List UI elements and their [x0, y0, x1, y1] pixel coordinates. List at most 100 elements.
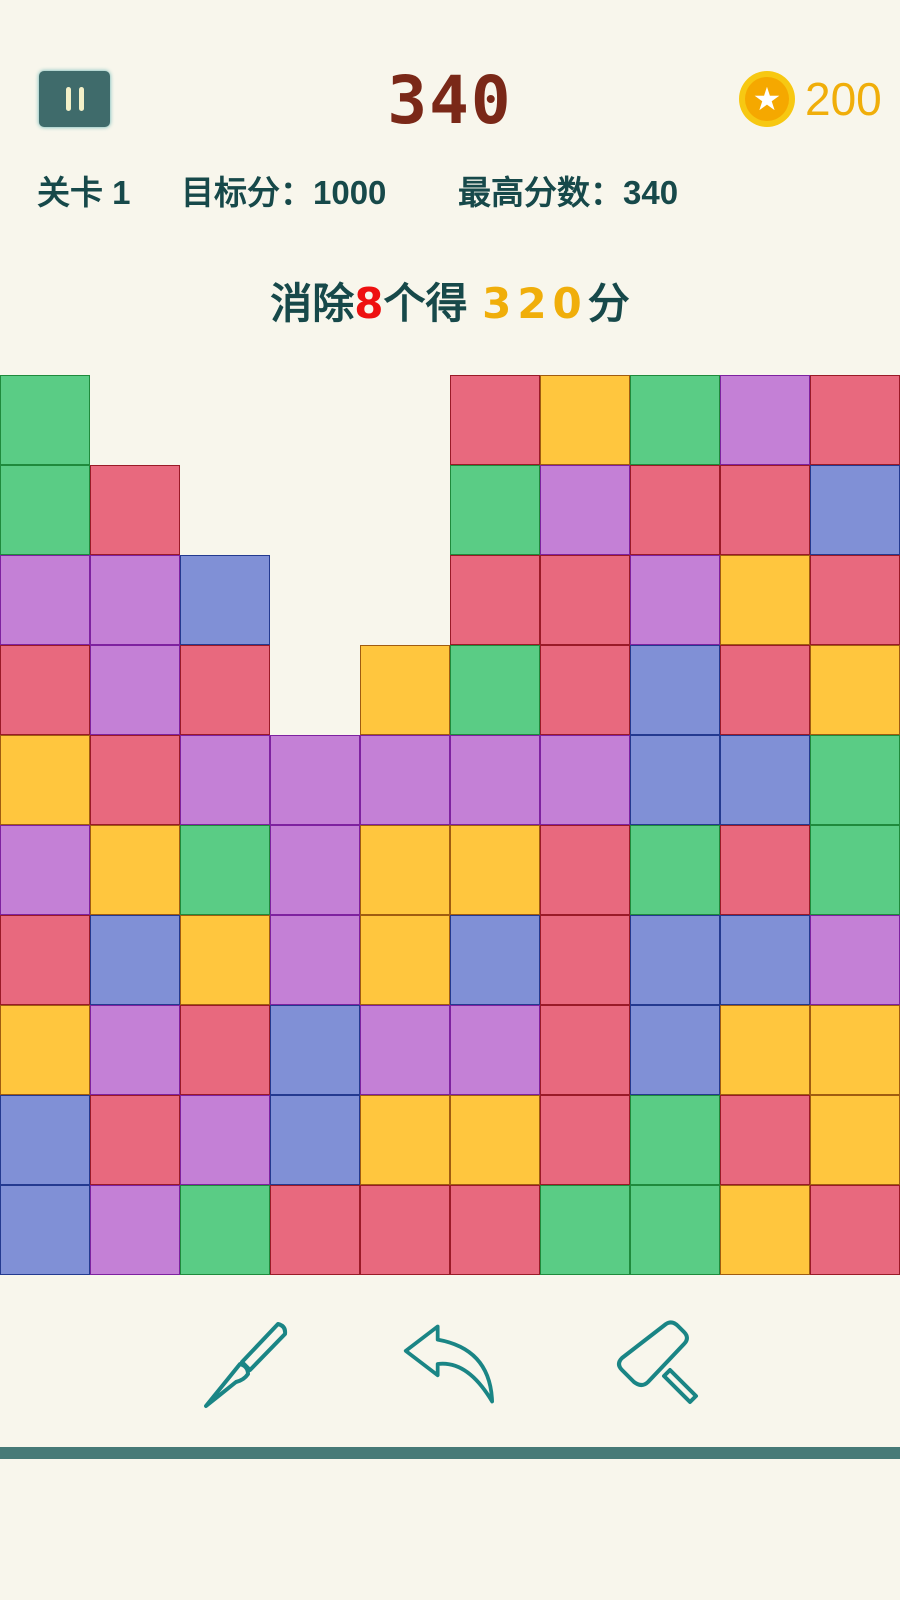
block-yellow[interactable] [180, 915, 270, 1005]
block-green[interactable] [810, 825, 900, 915]
block-blue[interactable] [450, 915, 540, 1005]
block-red[interactable] [450, 555, 540, 645]
block-red[interactable] [360, 1185, 450, 1275]
game-board [0, 375, 900, 1275]
block-red[interactable] [630, 465, 720, 555]
block-yellow[interactable] [720, 1185, 810, 1275]
block-blue[interactable] [0, 1095, 90, 1185]
block-purple[interactable] [540, 735, 630, 825]
block-purple[interactable] [450, 1005, 540, 1095]
block-yellow[interactable] [90, 825, 180, 915]
pause-button[interactable] [39, 71, 110, 127]
block-purple[interactable] [90, 645, 180, 735]
block-green[interactable] [810, 735, 900, 825]
block-red[interactable] [90, 465, 180, 555]
block-red[interactable] [720, 645, 810, 735]
block-red[interactable] [810, 375, 900, 465]
block-blue[interactable] [630, 1005, 720, 1095]
block-yellow[interactable] [450, 825, 540, 915]
block-blue[interactable] [270, 1095, 360, 1185]
block-blue[interactable] [810, 465, 900, 555]
hint-points: 320 [482, 279, 588, 328]
block-green[interactable] [0, 465, 90, 555]
block-purple[interactable] [540, 465, 630, 555]
block-purple[interactable] [810, 915, 900, 1005]
block-purple[interactable] [180, 1095, 270, 1185]
block-red[interactable] [810, 555, 900, 645]
block-red[interactable] [720, 825, 810, 915]
block-red[interactable] [540, 1095, 630, 1185]
block-red[interactable] [540, 1005, 630, 1095]
block-purple[interactable] [0, 825, 90, 915]
block-red[interactable] [540, 915, 630, 1005]
block-yellow[interactable] [360, 1095, 450, 1185]
block-green[interactable] [630, 375, 720, 465]
block-purple[interactable] [90, 555, 180, 645]
current-score: 340 [387, 62, 513, 139]
block-red[interactable] [180, 645, 270, 735]
block-yellow[interactable] [810, 645, 900, 735]
block-purple[interactable] [450, 735, 540, 825]
block-purple[interactable] [0, 555, 90, 645]
block-yellow[interactable] [360, 645, 450, 735]
block-red[interactable] [540, 555, 630, 645]
star-coin-icon: ★ [739, 71, 795, 127]
block-red[interactable] [90, 1095, 180, 1185]
block-red[interactable] [450, 1185, 540, 1275]
block-yellow[interactable] [0, 735, 90, 825]
undo-icon[interactable] [402, 1318, 494, 1410]
hammer-icon[interactable] [612, 1318, 704, 1410]
block-red[interactable] [540, 825, 630, 915]
block-green[interactable] [180, 825, 270, 915]
block-red[interactable] [450, 375, 540, 465]
block-purple[interactable] [180, 735, 270, 825]
block-purple[interactable] [270, 735, 360, 825]
block-purple[interactable] [360, 1005, 450, 1095]
block-yellow[interactable] [810, 1005, 900, 1095]
block-blue[interactable] [270, 1005, 360, 1095]
block-blue[interactable] [0, 1185, 90, 1275]
block-purple[interactable] [90, 1185, 180, 1275]
block-blue[interactable] [630, 735, 720, 825]
block-red[interactable] [90, 735, 180, 825]
block-green[interactable] [630, 1095, 720, 1185]
block-yellow[interactable] [450, 1095, 540, 1185]
block-green[interactable] [540, 1185, 630, 1275]
hint-middle: 个得 [383, 279, 468, 328]
block-blue[interactable] [630, 915, 720, 1005]
block-green[interactable] [450, 645, 540, 735]
block-blue[interactable] [180, 555, 270, 645]
block-red[interactable] [0, 915, 90, 1005]
block-green[interactable] [450, 465, 540, 555]
block-yellow[interactable] [0, 1005, 90, 1095]
block-blue[interactable] [720, 915, 810, 1005]
block-green[interactable] [630, 825, 720, 915]
block-green[interactable] [0, 375, 90, 465]
block-yellow[interactable] [720, 555, 810, 645]
block-blue[interactable] [90, 915, 180, 1005]
block-red[interactable] [180, 1005, 270, 1095]
brush-icon[interactable] [200, 1318, 292, 1410]
block-red[interactable] [810, 1185, 900, 1275]
block-purple[interactable] [270, 915, 360, 1005]
block-purple[interactable] [630, 555, 720, 645]
block-yellow[interactable] [540, 375, 630, 465]
block-purple[interactable] [720, 375, 810, 465]
block-yellow[interactable] [360, 825, 450, 915]
block-red[interactable] [0, 645, 90, 735]
block-blue[interactable] [720, 735, 810, 825]
block-blue[interactable] [630, 645, 720, 735]
block-purple[interactable] [360, 735, 450, 825]
block-yellow[interactable] [810, 1095, 900, 1185]
block-yellow[interactable] [360, 915, 450, 1005]
block-yellow[interactable] [720, 1005, 810, 1095]
block-purple[interactable] [90, 1005, 180, 1095]
block-purple[interactable] [270, 825, 360, 915]
block-green[interactable] [630, 1185, 720, 1275]
block-green[interactable] [180, 1185, 270, 1275]
block-red[interactable] [270, 1185, 360, 1275]
block-red[interactable] [540, 645, 630, 735]
block-red[interactable] [720, 465, 810, 555]
block-red[interactable] [720, 1095, 810, 1185]
best-score: 最高分数：340 [458, 174, 679, 211]
